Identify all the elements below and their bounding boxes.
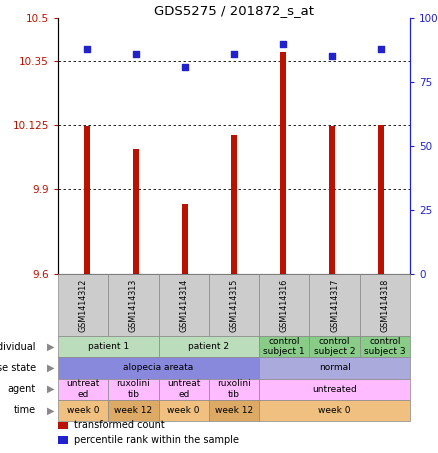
Bar xyxy=(58,422,68,429)
Text: GSM1414312: GSM1414312 xyxy=(79,279,88,333)
Bar xyxy=(209,274,259,336)
Text: control
subject 1: control subject 1 xyxy=(264,337,305,357)
Text: transformed count: transformed count xyxy=(74,420,165,430)
Text: patient 1: patient 1 xyxy=(88,342,129,351)
Bar xyxy=(108,379,159,400)
Bar xyxy=(108,400,159,421)
Bar xyxy=(58,379,108,400)
Point xyxy=(377,45,384,53)
Text: untreat
ed: untreat ed xyxy=(67,380,100,399)
Bar xyxy=(259,357,410,379)
Text: ruxolini
tib: ruxolini tib xyxy=(217,380,251,399)
Text: GSM1414313: GSM1414313 xyxy=(129,279,138,332)
Bar xyxy=(280,52,286,274)
Bar xyxy=(58,436,68,443)
Text: control
subject 3: control subject 3 xyxy=(364,337,406,357)
Text: ▶: ▶ xyxy=(47,363,55,373)
Bar xyxy=(58,400,108,421)
Text: week 0: week 0 xyxy=(318,406,351,415)
Text: untreat
ed: untreat ed xyxy=(167,380,201,399)
Bar xyxy=(259,379,410,400)
Bar xyxy=(259,274,309,336)
Text: GSM1414316: GSM1414316 xyxy=(280,279,289,332)
Text: percentile rank within the sample: percentile rank within the sample xyxy=(74,435,239,445)
Bar xyxy=(108,274,159,336)
Bar xyxy=(329,126,335,274)
Point xyxy=(182,63,189,70)
Bar xyxy=(159,336,259,357)
Point xyxy=(84,45,91,53)
Bar xyxy=(360,336,410,357)
Text: disease state: disease state xyxy=(0,363,36,373)
Point xyxy=(279,40,286,47)
Bar xyxy=(209,400,259,421)
Text: normal: normal xyxy=(319,363,350,372)
Text: GSM1414315: GSM1414315 xyxy=(230,279,239,333)
Bar xyxy=(378,125,384,274)
Text: GSM1414317: GSM1414317 xyxy=(330,279,339,333)
Bar xyxy=(259,336,309,357)
Text: ▶: ▶ xyxy=(47,384,55,394)
Text: week 12: week 12 xyxy=(215,406,253,415)
Text: ruxolini
tib: ruxolini tib xyxy=(117,380,150,399)
Text: control
subject 2: control subject 2 xyxy=(314,337,355,357)
Bar xyxy=(85,126,90,274)
Text: GSM1414314: GSM1414314 xyxy=(179,279,188,332)
Bar xyxy=(309,336,360,357)
Text: GSM1414318: GSM1414318 xyxy=(380,279,389,332)
Bar xyxy=(159,400,209,421)
Bar xyxy=(309,274,360,336)
Text: agent: agent xyxy=(8,384,36,394)
Bar xyxy=(58,357,259,379)
Point xyxy=(230,50,237,58)
Text: week 0: week 0 xyxy=(167,406,200,415)
Point xyxy=(328,53,335,60)
Bar xyxy=(159,274,209,336)
Text: time: time xyxy=(14,405,36,415)
Text: ▶: ▶ xyxy=(47,342,55,352)
Text: ▶: ▶ xyxy=(47,405,55,415)
Title: GDS5275 / 201872_s_at: GDS5275 / 201872_s_at xyxy=(154,4,314,17)
Text: untreated: untreated xyxy=(312,385,357,394)
Bar xyxy=(159,379,209,400)
Text: alopecia areata: alopecia areata xyxy=(124,363,194,372)
Text: week 0: week 0 xyxy=(67,406,99,415)
Bar xyxy=(182,204,188,274)
Bar xyxy=(360,274,410,336)
Point xyxy=(133,50,140,58)
Text: individual: individual xyxy=(0,342,36,352)
Bar xyxy=(58,274,108,336)
Bar xyxy=(231,135,237,274)
Bar xyxy=(133,149,139,274)
Bar xyxy=(259,400,410,421)
Bar xyxy=(58,336,159,357)
Text: patient 2: patient 2 xyxy=(188,342,230,351)
Text: week 12: week 12 xyxy=(114,406,152,415)
Bar xyxy=(209,379,259,400)
